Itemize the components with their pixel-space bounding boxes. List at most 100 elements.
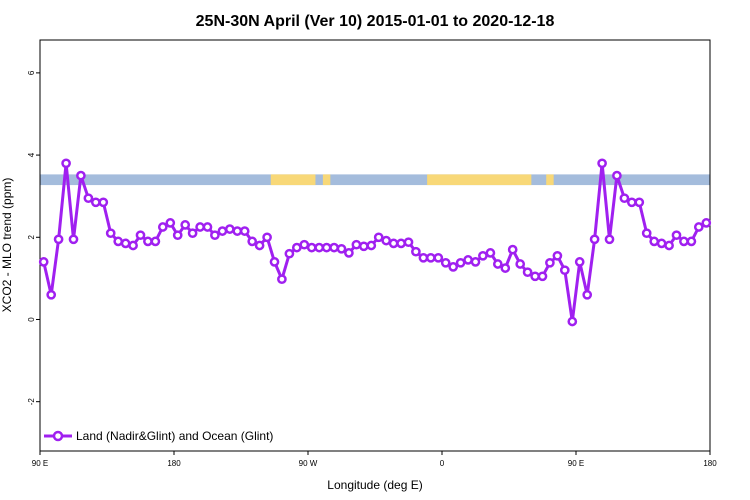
data-point	[411, 246, 421, 257]
data-point	[701, 218, 712, 228]
data-point	[396, 238, 406, 249]
series-line	[38, 158, 712, 327]
data-point	[626, 197, 637, 208]
data-point	[277, 274, 287, 285]
data-point	[344, 248, 354, 258]
data-point	[336, 243, 347, 254]
land-band-segment	[322, 174, 331, 186]
plot-frame	[39, 39, 711, 452]
x-tick-label: 90 E	[32, 459, 48, 468]
data-point	[448, 262, 459, 272]
data-point	[299, 239, 310, 250]
data-point	[157, 222, 168, 232]
data-point	[150, 236, 161, 247]
data-point	[530, 271, 540, 282]
data-point	[291, 242, 302, 253]
data-point	[440, 257, 451, 268]
data-point	[321, 242, 332, 253]
y-tick-label: 4	[27, 152, 36, 157]
data-point	[664, 240, 674, 251]
data-point	[589, 234, 600, 245]
x-tick-label: 0	[440, 459, 445, 468]
data-point	[224, 224, 235, 234]
x-tick-label: 180	[167, 459, 181, 468]
data-point	[120, 238, 131, 249]
data-point	[403, 237, 414, 248]
data-point	[619, 193, 630, 204]
land-band-segment	[427, 174, 532, 186]
data-point	[463, 255, 473, 265]
data-point	[388, 238, 399, 249]
data-point	[180, 220, 191, 230]
data-point	[552, 250, 563, 261]
data-point	[597, 158, 607, 169]
data-point	[113, 236, 124, 247]
land-band-segment	[546, 174, 554, 186]
data-point	[470, 257, 481, 267]
data-point	[515, 259, 526, 269]
data-point	[492, 259, 503, 269]
data-point	[545, 257, 555, 268]
y-axis: -2 0 2 4 6	[27, 70, 40, 405]
ocean-band	[40, 174, 710, 186]
x-tick-label: 90 W	[299, 459, 318, 468]
y-tick-label: -2	[27, 398, 36, 406]
x-tick-label: 180	[703, 459, 717, 468]
data-point	[61, 158, 71, 169]
data-point	[604, 234, 615, 245]
data-point	[143, 236, 153, 247]
data-point	[269, 257, 280, 267]
data-point	[485, 248, 496, 258]
legend: Land (Nadir&Glint) and Ocean (Glint)	[44, 429, 273, 443]
data-point	[574, 257, 585, 267]
data-point	[165, 218, 176, 228]
data-point	[172, 230, 183, 241]
data-point	[507, 244, 518, 255]
data-point	[187, 228, 198, 239]
data-point	[210, 230, 220, 241]
data-point	[686, 236, 697, 247]
data-point	[433, 252, 444, 263]
x-tick-label: 90 E	[568, 459, 584, 468]
data-point	[634, 197, 645, 208]
data-point	[329, 242, 339, 253]
data-point	[567, 316, 578, 327]
y-tick-label: 2	[27, 235, 36, 240]
data-point	[679, 236, 689, 247]
data-point	[649, 236, 660, 247]
data-point	[537, 271, 548, 282]
data-point	[195, 222, 205, 232]
y-tick-label: 6	[27, 70, 36, 75]
data-point	[38, 257, 49, 267]
data-point	[90, 197, 101, 208]
data-point	[217, 226, 228, 236]
data-point	[478, 250, 488, 261]
data-point	[202, 222, 213, 232]
data-point	[262, 232, 272, 243]
data-point	[612, 170, 622, 181]
data-point	[254, 240, 265, 251]
data-point	[671, 230, 682, 241]
data-point	[582, 289, 593, 300]
data-point	[76, 170, 86, 181]
data-point	[284, 248, 295, 259]
data-point	[98, 197, 109, 208]
data-point	[306, 242, 317, 253]
data-point	[232, 226, 243, 236]
data-point	[693, 222, 704, 232]
chart-title: 25N-30N April (Ver 10) 2015-01-01 to 202…	[196, 13, 555, 30]
data-point	[425, 252, 436, 263]
data-point	[46, 289, 57, 300]
data-point	[135, 230, 146, 241]
data-point	[522, 267, 533, 278]
data-point	[314, 242, 325, 253]
legend-entry: Land (Nadir&Glint) and Ocean (Glint)	[76, 429, 273, 443]
data-point	[247, 236, 258, 247]
data-point	[373, 232, 384, 243]
data-point	[381, 235, 392, 246]
data-point	[418, 252, 429, 263]
land-band-segment	[270, 174, 316, 186]
data-point	[83, 193, 94, 204]
legend-marker	[52, 430, 64, 442]
